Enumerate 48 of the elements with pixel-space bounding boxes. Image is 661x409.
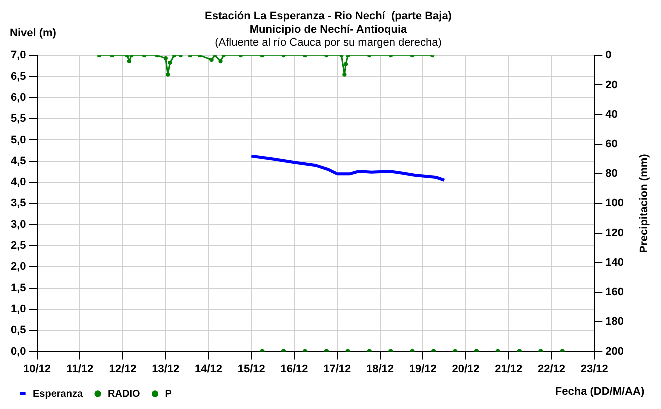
y-tick-label: 1,5 bbox=[10, 282, 26, 294]
y-tick-label: 6,5 bbox=[10, 70, 26, 83]
x-tick-label: 14/12 bbox=[195, 363, 223, 376]
y2-tick-label: 140 bbox=[606, 256, 624, 269]
y2-tick-label: 120 bbox=[606, 227, 624, 240]
x-tick-label: 21/12 bbox=[495, 363, 523, 376]
x-axis-title: Fecha (DD/M/AA) bbox=[555, 386, 645, 398]
x-tick-label: 15/12 bbox=[238, 363, 266, 376]
legend-label: RADIO bbox=[108, 388, 140, 400]
y-tick-label: 2,5 bbox=[10, 240, 26, 252]
y2-tick-label: 40 bbox=[606, 108, 618, 121]
y2-axis-title: Precipitacion (mm) bbox=[638, 154, 651, 254]
x-tick-label: 13/12 bbox=[152, 363, 180, 376]
y2-tick-label: 0 bbox=[606, 50, 612, 62]
x-tick-label: 23/12 bbox=[580, 363, 608, 376]
y-tick-label: 1,0 bbox=[10, 304, 26, 316]
y-tick-label: 6,0 bbox=[10, 92, 26, 104]
y2-tick-label: 160 bbox=[606, 286, 624, 299]
x-tick-label: 18/12 bbox=[366, 363, 394, 376]
y-tick-label: 3,0 bbox=[10, 218, 26, 231]
y-tick-label: 0,5 bbox=[10, 324, 26, 337]
x-tick-label: 16/12 bbox=[280, 363, 308, 376]
y2-tick-label: 100 bbox=[606, 198, 624, 210]
y-axis-title: Nivel (m) bbox=[10, 28, 57, 40]
x-tick-label: 22/12 bbox=[538, 363, 566, 376]
legend-label: P bbox=[165, 388, 172, 400]
y-tick-label: 7,0 bbox=[10, 50, 26, 62]
x-tick-label: 11/12 bbox=[66, 363, 94, 376]
y-tick-label: 4,5 bbox=[10, 155, 26, 168]
y2-tick-label: 60 bbox=[606, 138, 618, 150]
legend-label: Esperanza bbox=[33, 388, 84, 400]
y2-tick-label: 20 bbox=[606, 79, 618, 92]
x-tick-label: 10/12 bbox=[24, 363, 52, 376]
y2-tick-label: 200 bbox=[606, 346, 624, 358]
x-tick-label: 20/12 bbox=[452, 363, 480, 376]
y2-tick-label: 80 bbox=[606, 168, 618, 180]
y-tick-label: 3,5 bbox=[10, 198, 26, 210]
y-tick-label: 5,0 bbox=[10, 134, 26, 146]
y-tick-label: 2,0 bbox=[10, 261, 26, 274]
x-tick-label: 12/12 bbox=[109, 363, 137, 376]
chart-title: Estación La Esperanza - Rio Nechí (parte Baja) Municipio de Nechí- Antioquia bbox=[205, 10, 452, 36]
y-tick-label: 4,0 bbox=[10, 176, 26, 189]
y2-tick-label: 180 bbox=[606, 316, 624, 328]
y-tick-label: 0,0 bbox=[10, 346, 26, 358]
chart-subtitle: (Afluente al río Cauca por su margen derecha) bbox=[215, 37, 442, 50]
x-tick-label: 17/12 bbox=[324, 363, 352, 376]
y-tick-label: 5,5 bbox=[10, 113, 26, 126]
x-tick-label: 19/12 bbox=[409, 363, 437, 376]
